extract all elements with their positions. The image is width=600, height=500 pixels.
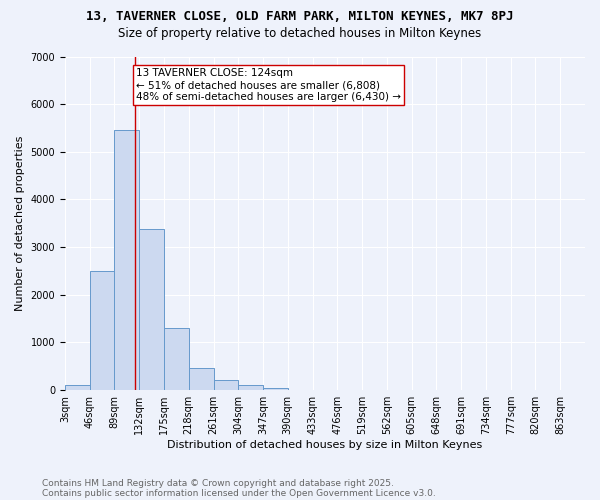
Bar bbox=[214, 380, 238, 390]
Bar bbox=[189, 368, 214, 390]
Text: 13, TAVERNER CLOSE, OLD FARM PARK, MILTON KEYNES, MK7 8PJ: 13, TAVERNER CLOSE, OLD FARM PARK, MILTO… bbox=[86, 10, 514, 23]
Bar bbox=[115, 130, 139, 390]
Bar bbox=[164, 328, 189, 390]
Bar bbox=[89, 271, 115, 390]
X-axis label: Distribution of detached houses by size in Milton Keynes: Distribution of detached houses by size … bbox=[167, 440, 482, 450]
Bar bbox=[238, 386, 263, 390]
Bar bbox=[263, 388, 288, 390]
Text: 13 TAVERNER CLOSE: 124sqm
← 51% of detached houses are smaller (6,808)
48% of se: 13 TAVERNER CLOSE: 124sqm ← 51% of detac… bbox=[136, 68, 401, 102]
Bar bbox=[139, 229, 164, 390]
Y-axis label: Number of detached properties: Number of detached properties bbox=[15, 136, 25, 311]
Text: Contains HM Land Registry data © Crown copyright and database right 2025.: Contains HM Land Registry data © Crown c… bbox=[42, 478, 394, 488]
Text: Contains public sector information licensed under the Open Government Licence v3: Contains public sector information licen… bbox=[42, 488, 436, 498]
Bar bbox=[65, 386, 89, 390]
Text: Size of property relative to detached houses in Milton Keynes: Size of property relative to detached ho… bbox=[118, 28, 482, 40]
